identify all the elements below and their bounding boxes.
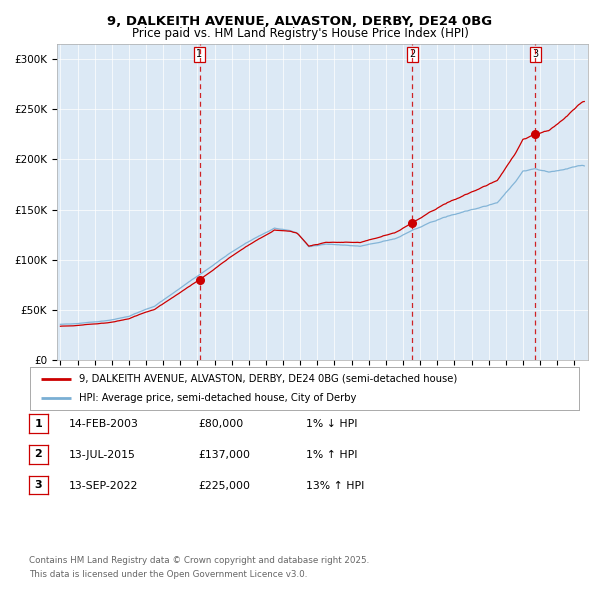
Text: 9, DALKEITH AVENUE, ALVASTON, DERBY, DE24 0BG (semi-detached house): 9, DALKEITH AVENUE, ALVASTON, DERBY, DE2…: [79, 373, 458, 384]
Text: 1: 1: [196, 50, 203, 59]
Text: HPI: Average price, semi-detached house, City of Derby: HPI: Average price, semi-detached house,…: [79, 394, 357, 404]
Text: £225,000: £225,000: [198, 481, 250, 490]
Text: Price paid vs. HM Land Registry's House Price Index (HPI): Price paid vs. HM Land Registry's House …: [131, 27, 469, 40]
Text: Contains HM Land Registry data © Crown copyright and database right 2025.
This d: Contains HM Land Registry data © Crown c…: [29, 556, 369, 579]
Text: £80,000: £80,000: [198, 419, 243, 429]
Text: 13-SEP-2022: 13-SEP-2022: [69, 481, 139, 490]
Text: 3: 3: [35, 480, 42, 490]
Text: 1% ↓ HPI: 1% ↓ HPI: [306, 419, 358, 429]
Text: 1: 1: [35, 419, 42, 428]
Text: 14-FEB-2003: 14-FEB-2003: [69, 419, 139, 429]
Text: 13% ↑ HPI: 13% ↑ HPI: [306, 481, 364, 490]
Text: 3: 3: [532, 50, 538, 59]
Text: 13-JUL-2015: 13-JUL-2015: [69, 450, 136, 460]
Text: 1% ↑ HPI: 1% ↑ HPI: [306, 450, 358, 460]
Text: £137,000: £137,000: [198, 450, 250, 460]
Text: 9, DALKEITH AVENUE, ALVASTON, DERBY, DE24 0BG: 9, DALKEITH AVENUE, ALVASTON, DERBY, DE2…: [107, 15, 493, 28]
Text: 2: 2: [409, 50, 415, 59]
Text: 2: 2: [35, 450, 42, 459]
